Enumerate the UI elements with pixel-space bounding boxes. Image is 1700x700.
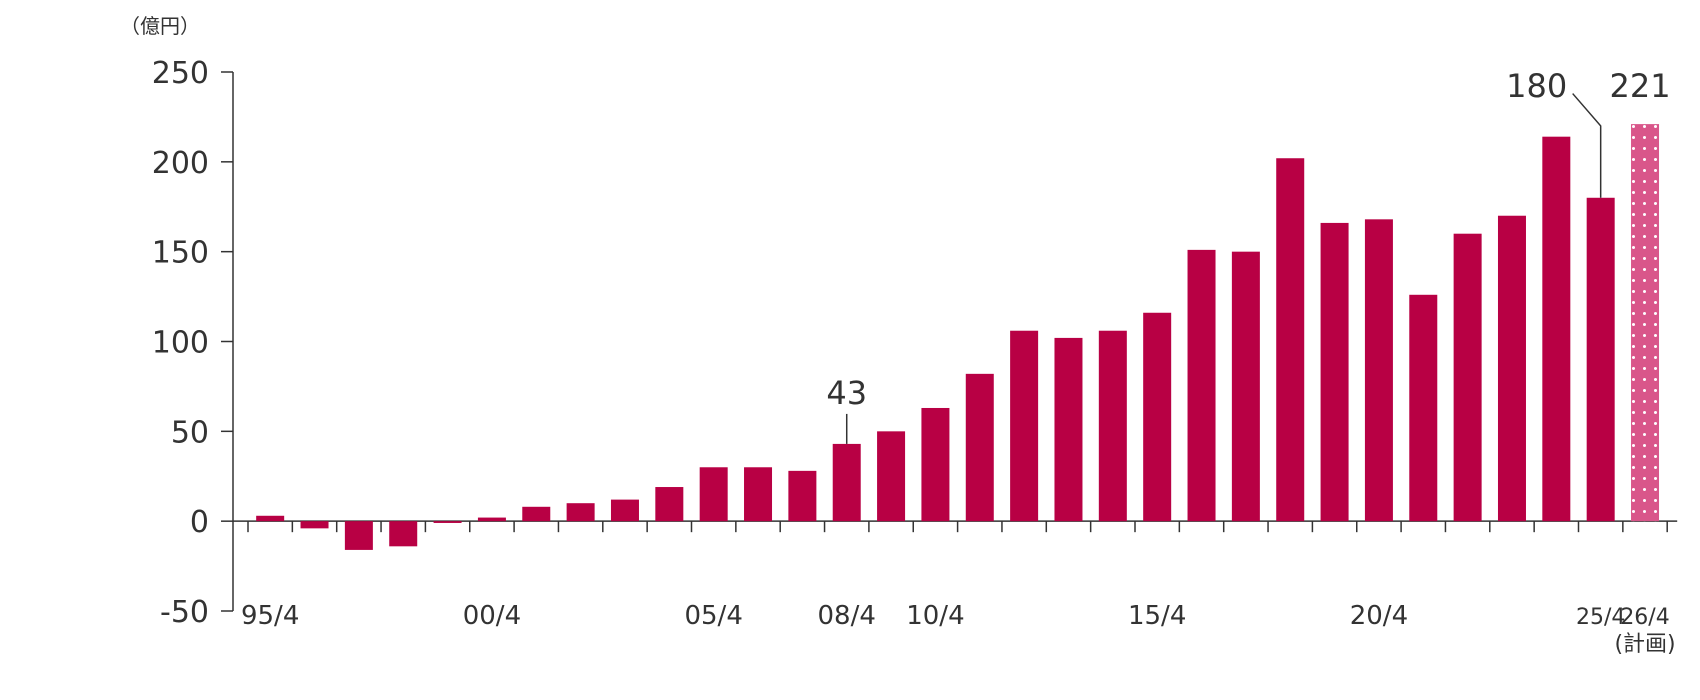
bar — [344, 521, 373, 550]
x-tick-label: 15/4 — [1128, 601, 1186, 631]
x-tick-label: 10/4 — [906, 601, 964, 631]
bar — [389, 521, 418, 547]
bars — [256, 124, 1660, 550]
callout-label: 43 — [826, 374, 867, 412]
callouts: 43 180 221 — [826, 67, 1671, 444]
bar — [1143, 312, 1172, 522]
callout-label: 180 — [1506, 67, 1567, 105]
y-tick-label: 200 — [152, 146, 209, 181]
bar — [1542, 136, 1571, 522]
bar — [921, 407, 950, 522]
bar — [1364, 219, 1393, 522]
bar — [832, 443, 861, 522]
bar — [877, 431, 906, 522]
bar-plan — [1631, 124, 1660, 522]
bar — [1453, 233, 1482, 522]
axes: 250 200 150 100 50 0 -50 — [152, 56, 1678, 630]
y-tick-label: 250 — [152, 56, 209, 91]
y-tick-label: 0 — [190, 505, 209, 540]
bar — [522, 506, 551, 522]
x-tick-label: 95/4 — [241, 601, 299, 631]
x-tick-sublabel: (計画) — [1614, 632, 1675, 657]
bar — [477, 517, 506, 522]
x-tick-label: 05/4 — [684, 601, 742, 631]
bar — [655, 487, 684, 522]
bar — [744, 467, 773, 522]
bar — [788, 470, 817, 522]
callout-line — [1572, 93, 1602, 198]
callout-label: 221 — [1609, 67, 1670, 105]
unit-label: （億円） — [120, 14, 200, 38]
x-tick-label: 20/4 — [1350, 601, 1408, 631]
labels: 95/4 00/4 05/4 08/4 10/4 15/4 20/4 25/426/4(計画) — [241, 601, 1676, 657]
bar — [300, 521, 329, 529]
bar — [433, 521, 462, 523]
bar — [566, 503, 595, 522]
y-tick-label: 50 — [171, 415, 209, 450]
bar — [699, 467, 728, 522]
bar — [1231, 251, 1260, 522]
bar — [1098, 330, 1127, 522]
bar — [1054, 337, 1083, 522]
y-tick-label: -50 — [160, 595, 209, 630]
x-tick-label: 00/4 — [463, 601, 521, 631]
bar — [1497, 215, 1526, 522]
bar — [1187, 249, 1216, 522]
bar — [1320, 222, 1349, 522]
bar — [256, 515, 285, 522]
y-tick-label: 150 — [152, 236, 209, 271]
y-tick-label: 100 — [152, 326, 209, 361]
x-tick-label: 26/4 — [1620, 605, 1669, 630]
bar — [610, 499, 639, 522]
bar — [1586, 197, 1615, 522]
bar — [1409, 294, 1438, 522]
bar — [965, 373, 994, 522]
x-tick-label: 08/4 — [818, 601, 876, 631]
bar — [1010, 330, 1039, 522]
x-tick-label: 25/4 — [1576, 605, 1625, 630]
bar — [1276, 158, 1305, 522]
